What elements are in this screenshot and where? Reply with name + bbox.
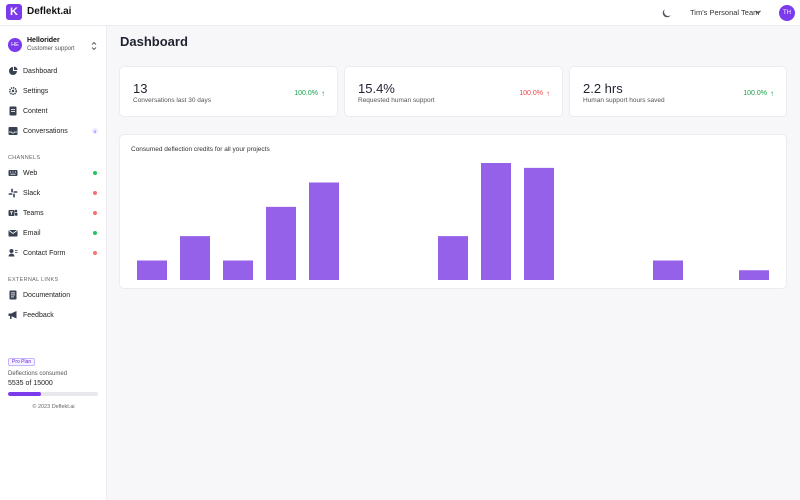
sidebar-item-label: Settings [23, 87, 49, 95]
sidebar-item-label: Contact Form [23, 249, 66, 257]
progress-fill [8, 392, 42, 396]
sidebar-item-label: Documentation [23, 291, 71, 299]
credits-chart-card: Consumed deflection credits for all your… [119, 134, 787, 289]
sidebar-item-dashboard[interactable]: Dashboard [8, 64, 100, 78]
chart-bar[interactable] [137, 260, 167, 281]
project-switcher[interactable]: HE Hellorider Customer support [7, 36, 99, 58]
gear-icon [8, 86, 18, 96]
chart-bar[interactable] [309, 182, 339, 281]
sidebar-item-label: Teams [23, 209, 44, 217]
plan-badge: Pro Plan [8, 358, 36, 366]
chart-bar[interactable] [653, 260, 683, 281]
contact-icon [8, 249, 18, 257]
status-dot [93, 231, 97, 235]
status-dot [93, 211, 97, 215]
credits-bar-chart [137, 163, 769, 281]
deflections-consumed-label: Deflections consumed [8, 371, 68, 377]
project-name: Hellorider [27, 37, 60, 44]
sidebar-item-feedback[interactable]: Feedback [8, 308, 100, 322]
arrow-up-icon: ↑ [321, 89, 325, 98]
teams-icon [8, 209, 18, 216]
status-dot [93, 191, 97, 195]
brand-name[interactable]: Deflekt.ai [27, 6, 72, 17]
chart-bar[interactable] [180, 236, 210, 280]
deflections-progress-bar [8, 392, 98, 396]
sidebar-item-label: Web [23, 169, 38, 177]
top-bar: K Deflekt.ai Tim's Personal Team TH [0, 0, 800, 26]
sidebar-item-settings[interactable]: Settings [8, 84, 100, 98]
deflections-total: 15000 [33, 380, 53, 387]
document-icon [9, 106, 17, 116]
stat-value: 13 [133, 81, 148, 96]
sidebar: HE Hellorider Customer support Dashboard… [0, 26, 107, 500]
dashboard-icon [9, 66, 18, 75]
sidebar-item-contact-form[interactable]: Contact Form [8, 246, 100, 260]
moon-icon[interactable] [661, 7, 673, 19]
logo-icon[interactable]: K [6, 4, 22, 20]
sidebar-item-label: Dashboard [23, 67, 58, 75]
external-links-heading: EXTERNAL LINKS [8, 277, 59, 283]
megaphone-icon [8, 311, 17, 319]
sidebar-item-web[interactable]: Web [8, 166, 100, 180]
stat-trend: 100.0% ↑ [519, 89, 550, 98]
stat-trend: 100.0% ↑ [294, 89, 325, 98]
sidebar-item-email[interactable]: Email [8, 226, 100, 240]
sidebar-item-label: Content [23, 107, 48, 115]
team-selector[interactable]: Tim's Personal Team [690, 8, 760, 17]
stat-label: Conversations last 30 days [133, 97, 212, 104]
chart-bar[interactable] [739, 270, 769, 280]
chart-bar[interactable] [524, 167, 554, 280]
chart-bar[interactable] [223, 260, 253, 281]
deflections-used: 5535 [8, 380, 24, 387]
stat-card-human-support: 15.4% Requested human support 100.0% ↑ [344, 66, 563, 117]
channels-heading: CHANNELS [8, 155, 41, 161]
arrow-up-icon: ↑ [770, 89, 774, 98]
book-icon [9, 290, 17, 300]
stat-card-hours-saved: 2.2 hrs Human support hours saved 100.0%… [569, 66, 787, 117]
sidebar-item-label: Email [23, 229, 41, 237]
keyboard-icon [8, 170, 18, 176]
conversation-count-badge: 0 [92, 128, 98, 134]
sidebar-item-documentation[interactable]: Documentation [8, 288, 100, 302]
sidebar-item-label: Feedback [23, 311, 54, 319]
deflections-of: of [25, 380, 32, 387]
chart-bar[interactable] [266, 206, 296, 280]
sidebar-item-slack[interactable]: Slack [8, 186, 100, 200]
stat-value: 15.4% [358, 81, 395, 96]
copyright: © 2023 Deflekt.ai [32, 404, 75, 410]
deflections-consumed-value: 5535 of 15000 [8, 380, 53, 387]
chart-title: Consumed deflection credits for all your… [131, 146, 270, 153]
sidebar-item-label: Slack [23, 189, 41, 197]
status-dot [93, 171, 97, 175]
sidebar-item-label: Conversations [23, 127, 68, 135]
sidebar-item-conversations[interactable]: Conversations 0 [8, 124, 100, 138]
chevron-updown-icon [91, 41, 97, 51]
status-dot [93, 251, 97, 255]
stat-card-conversations: 13 Conversations last 30 days 100.0% ↑ [119, 66, 338, 117]
chevron-down-icon[interactable] [754, 8, 762, 16]
chart-bar[interactable] [481, 163, 511, 280]
page-title: Dashboard [120, 34, 188, 49]
chart-bar[interactable] [438, 236, 468, 280]
stat-trend: 100.0% ↑ [743, 89, 774, 98]
stat-change: 100.0% [743, 90, 767, 97]
sidebar-item-content[interactable]: Content [8, 104, 100, 118]
stat-change: 100.0% [519, 90, 543, 97]
project-avatar: HE [8, 38, 22, 52]
inbox-icon [8, 127, 18, 135]
user-avatar[interactable]: TH [779, 5, 795, 21]
stat-change: 100.0% [294, 90, 318, 97]
arrow-up-icon: ↑ [546, 89, 550, 98]
stat-label: Requested human support [358, 97, 435, 104]
stat-label: Human support hours saved [583, 97, 665, 104]
project-subtitle: Customer support [27, 46, 75, 52]
mail-icon [8, 230, 18, 237]
stat-value: 2.2 hrs [583, 81, 623, 96]
sidebar-item-teams[interactable]: Teams [8, 206, 100, 220]
slack-icon [8, 188, 18, 198]
